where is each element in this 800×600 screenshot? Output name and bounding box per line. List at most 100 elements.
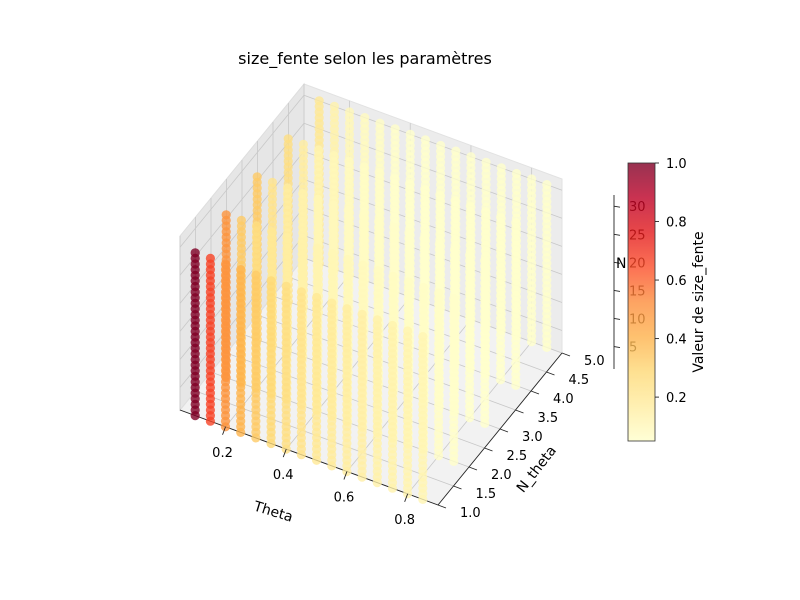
scatter-point xyxy=(358,260,368,270)
x-axis-label: Theta xyxy=(251,498,295,525)
scatter-point xyxy=(360,113,370,123)
x-tick-label: 0.2 xyxy=(212,446,233,461)
scatter-point xyxy=(465,201,475,211)
colorbar-tick-label: 1.0 xyxy=(666,157,687,172)
y-tick-mark xyxy=(484,447,493,452)
scatter-point xyxy=(190,248,200,258)
scatter-point xyxy=(480,206,491,217)
y-tick-mark xyxy=(561,352,571,357)
colorbar-tick-label: 0.2 xyxy=(666,391,687,406)
chart-title: size_fente selon les paramètres xyxy=(238,49,492,69)
scatter-point xyxy=(451,146,461,156)
scatter-point xyxy=(266,276,276,286)
scatter-point xyxy=(298,139,308,149)
scatter-point xyxy=(312,292,322,303)
scatter-point xyxy=(387,320,398,331)
scatter-point xyxy=(375,118,385,128)
scatter-point xyxy=(328,200,338,210)
scatter-point xyxy=(420,184,430,194)
y-tick-mark xyxy=(437,504,447,509)
scatter-point xyxy=(313,194,323,204)
y-tick-label: 2.5 xyxy=(507,449,528,464)
scatter-point xyxy=(465,250,475,260)
scatter-point xyxy=(313,145,324,155)
y-tick-label: 3.0 xyxy=(522,430,543,445)
scatter-point xyxy=(252,172,262,182)
z-tick-mark xyxy=(613,261,621,264)
y-tick-mark xyxy=(468,466,478,471)
x-tick-label: 0.8 xyxy=(394,513,415,528)
y-tick-label: 5.0 xyxy=(584,354,605,369)
scatter-point xyxy=(436,140,446,151)
scatter-point xyxy=(418,332,428,342)
y-tick-mark xyxy=(499,428,509,433)
x-tick-mark xyxy=(343,471,348,480)
colorbar-tick-label: 0.4 xyxy=(666,333,687,348)
scatter-point xyxy=(327,298,337,308)
scatter-point xyxy=(282,183,293,193)
y-tick-label: 4.0 xyxy=(553,392,574,407)
scatter-point xyxy=(434,239,444,249)
scatter-point xyxy=(314,96,324,106)
scatter-point xyxy=(251,270,261,280)
x-tick-mark xyxy=(404,493,409,502)
scatter-point xyxy=(359,162,369,172)
y-tick-mark xyxy=(453,485,462,490)
y-tick-mark xyxy=(515,409,524,414)
z-tick-mark xyxy=(613,289,621,292)
scatter-point xyxy=(390,124,400,134)
scatter-point xyxy=(542,180,552,190)
z-tick-mark xyxy=(613,318,621,320)
scatter-point xyxy=(221,210,231,220)
scatter-point xyxy=(449,294,459,304)
scatter-point xyxy=(420,135,430,145)
scatter-point xyxy=(511,168,522,179)
scatter-point xyxy=(298,189,308,199)
scatter-point xyxy=(389,173,399,183)
colorbar-tick-label: 0.8 xyxy=(666,216,687,231)
y-tick-label: 1.0 xyxy=(460,506,481,521)
scatter-point xyxy=(236,265,246,275)
scatter-point xyxy=(358,211,368,221)
scatter-point xyxy=(281,281,291,291)
scatter-point xyxy=(344,107,355,117)
colorbar: 0.2 0.4 0.6 0.8 1.0 Valeur de size_fente xyxy=(627,157,707,442)
grid-line-z-left xyxy=(179,94,305,248)
scatter-point xyxy=(220,259,231,269)
scatter-point xyxy=(389,222,399,232)
scatter-point xyxy=(343,254,353,265)
scatter-point xyxy=(403,326,413,336)
scatter-point xyxy=(282,232,292,242)
colorbar-gradient xyxy=(627,162,656,442)
y-tick-label: 3.5 xyxy=(538,411,559,426)
scatter-point xyxy=(435,190,445,200)
y-tick-label: 1.5 xyxy=(476,487,497,502)
scatter-point xyxy=(342,304,352,314)
scatter-point xyxy=(205,253,215,263)
scatter-point xyxy=(236,215,246,225)
scatter-point xyxy=(496,212,506,222)
scatter-point xyxy=(388,271,398,281)
scatter-point xyxy=(481,157,491,167)
z-tick-mark xyxy=(613,346,621,348)
z-tick-mark xyxy=(613,205,621,208)
scatter-point xyxy=(372,315,382,325)
z-tick-mark xyxy=(613,233,621,236)
scatter-point xyxy=(403,277,413,287)
scatter-point xyxy=(251,221,262,231)
scatter-point xyxy=(466,152,476,162)
scatter-point xyxy=(357,309,367,319)
x-tick-label: 0.4 xyxy=(273,468,294,483)
colorbar-tick-label: 0.6 xyxy=(666,274,687,289)
y-tick-mark xyxy=(546,371,555,376)
colorbar-ticks: 0.2 0.4 0.6 0.8 1.0 xyxy=(655,157,687,406)
y-tick-label: 4.5 xyxy=(569,373,590,388)
grid-line-z-left xyxy=(179,123,305,276)
scatter-point xyxy=(267,227,277,237)
scatter-point xyxy=(434,288,444,298)
scatter-point xyxy=(343,205,353,215)
scatter-point xyxy=(449,244,460,255)
scatter-point xyxy=(527,174,537,184)
